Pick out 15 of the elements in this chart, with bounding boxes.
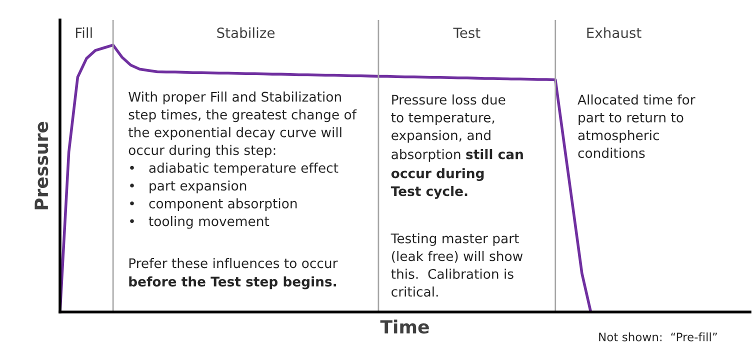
text: Not shown: “Pre-fill” (599, 332, 717, 342)
x-axis-title: Time (380, 320, 429, 334)
text: Exhaust (587, 27, 642, 38)
annotation: still can (466, 149, 523, 160)
annotation: absorption (392, 149, 460, 162)
y-axis-title: Pressure (34, 122, 48, 210)
annotation: Allocated time for part to return to atmospheric conditions (578, 94, 696, 158)
text: Fill (76, 27, 92, 38)
annotation: Prefer these influences to occur (129, 258, 338, 268)
text: Test (453, 28, 480, 38)
annotation: occur during Test cycle. (390, 168, 484, 199)
annotation: With proper Fill and Stabilization step times, the greatest change of the exponential decay curve will occur during this step: • adiabatic temperature effect • part expansion • component absorption • tooling movement (128, 92, 357, 229)
text: Stabilize (217, 27, 275, 38)
annotation: Testing master part (leak free) will show this. Calibration is critical. (390, 233, 523, 297)
annotation: before the Test step begins. (129, 276, 336, 290)
